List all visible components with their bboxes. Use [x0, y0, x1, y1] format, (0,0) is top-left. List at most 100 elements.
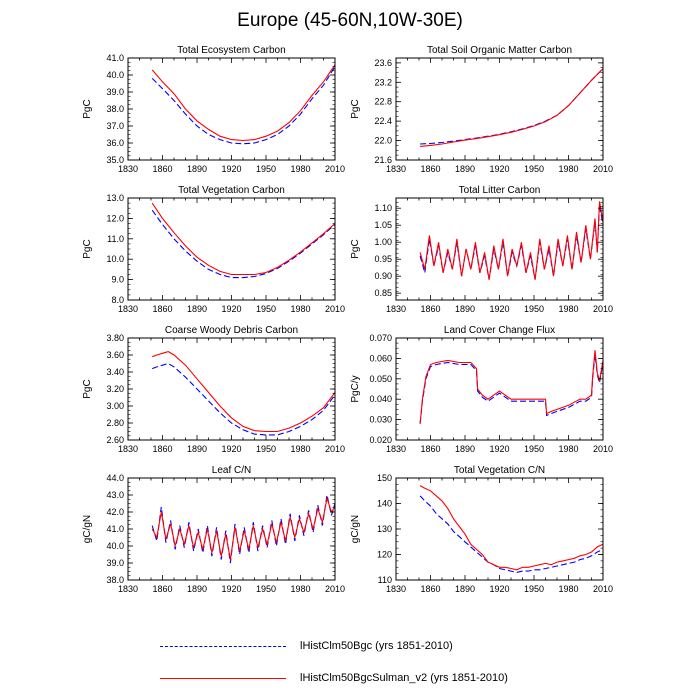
- y-tick-label: 40.0: [106, 70, 124, 80]
- chart-panel: Total Ecosystem Carbon 1830 1860 1890 1920 19…: [82, 45, 345, 174]
- y-tick-label: 41.0: [106, 524, 124, 534]
- x-tick-label: 1920: [221, 444, 241, 454]
- x-tick-label: 1830: [386, 584, 406, 594]
- x-tick-label: 1980: [290, 304, 310, 314]
- x-tick-label: 1830: [118, 444, 138, 454]
- plot-frame: [127, 477, 336, 581]
- legend-label: lHistClm50Bgc (yrs 1851-2010): [300, 640, 453, 652]
- y-tick-label: 38.0: [106, 575, 124, 585]
- x-tick-label: 1830: [118, 584, 138, 594]
- y-tick-label: 0.85: [374, 288, 392, 298]
- y-tick-label: 22.0: [374, 136, 392, 146]
- x-tick-label: 1890: [455, 164, 475, 174]
- plot-frame: [395, 477, 604, 581]
- y-tick-label: 41.0: [106, 53, 124, 63]
- x-tick-label: 1890: [455, 584, 475, 594]
- x-tick-label: 1950: [524, 584, 544, 594]
- y-tick-label: 3.20: [106, 384, 124, 394]
- y-tick-label: 2.60: [106, 435, 124, 445]
- series-line: [151, 66, 336, 145]
- x-tick-label: 1890: [187, 584, 207, 594]
- y-tick-label: 150: [377, 473, 392, 483]
- x-tick-label: 1860: [152, 584, 172, 594]
- y-tick-label: 0.030: [369, 415, 392, 425]
- series-line: [151, 64, 336, 142]
- y-axis-label: gC/gN: [350, 515, 361, 543]
- y-tick-label: 22.8: [374, 97, 392, 107]
- y-tick-label: 0.90: [374, 271, 392, 281]
- y-tick-label: 3.80: [106, 333, 124, 343]
- y-tick-label: 23.6: [374, 58, 392, 68]
- y-tick-label: 0.040: [369, 394, 392, 404]
- chart-panel: Total Soil Organic Matter Carbon 1830 1860…: [350, 45, 613, 174]
- y-tick-label: 40.0: [106, 541, 124, 551]
- y-tick-label: 11.0: [107, 234, 124, 244]
- x-tick-label: 1860: [420, 584, 440, 594]
- plot-frame: [395, 57, 604, 161]
- y-tick-label: 9.0: [111, 275, 124, 285]
- y-tick-label: 1.10: [374, 203, 392, 213]
- x-tick-label: 1950: [256, 164, 276, 174]
- y-tick-label: 140: [377, 499, 392, 509]
- y-tick-label: 43.0: [106, 490, 124, 500]
- x-tick-label: 1980: [558, 304, 578, 314]
- page-title: Europe (45-60N,10W-30E): [237, 10, 463, 31]
- y-tick-label: 0.020: [369, 435, 392, 445]
- y-tick-label: 2.80: [106, 418, 124, 428]
- series-line: [420, 68, 604, 147]
- x-tick-label: 1920: [489, 164, 509, 174]
- x-tick-label: 1890: [187, 444, 207, 454]
- x-tick-label: 1920: [489, 444, 509, 454]
- x-tick-label: 2010: [325, 304, 345, 314]
- chart-panel: Total Litter Carbon 1830 1860 1890 1920 1950 1…: [350, 185, 613, 314]
- y-axis-label: PgC: [350, 99, 361, 118]
- x-tick-label: 2010: [593, 304, 613, 314]
- y-tick-label: 1.05: [374, 220, 392, 230]
- x-tick-label: 1980: [290, 444, 310, 454]
- x-tick-label: 1980: [558, 584, 578, 594]
- x-tick-label: 1890: [455, 444, 475, 454]
- y-tick-label: 36.0: [106, 138, 124, 148]
- y-tick-label: 10.0: [106, 254, 124, 264]
- chart-panel: Leaf C/N 1830 1860 1890 1920 1950 1980 2010 38.0…: [82, 465, 345, 594]
- y-tick-label: 1.00: [374, 237, 392, 247]
- series-line: [152, 351, 336, 433]
- x-tick-label: 1860: [420, 304, 440, 314]
- chart-panel: Coarse Woody Debris Carbon 1830 1860 1890 19…: [82, 325, 345, 454]
- x-tick-label: 1830: [118, 164, 138, 174]
- chart-title: Total Vegetation Carbon: [178, 185, 285, 196]
- legend: lHistClm50Bgc (yrs 1851-2010) lHistClm50…: [160, 640, 580, 690]
- x-tick-label: 1950: [256, 584, 276, 594]
- y-tick-label: 44.0: [106, 473, 124, 483]
- y-tick-label: 0.95: [374, 254, 392, 264]
- x-tick-label: 1980: [558, 164, 578, 174]
- x-tick-label: 1980: [558, 444, 578, 454]
- x-tick-label: 1860: [420, 444, 440, 454]
- y-tick-label: 8.0: [111, 295, 124, 305]
- x-tick-label: 1860: [152, 444, 172, 454]
- x-tick-label: 1890: [187, 164, 207, 174]
- x-tick-label: 1950: [256, 304, 276, 314]
- x-tick-label: 1950: [524, 164, 544, 174]
- y-tick-label: 21.6: [374, 155, 392, 165]
- x-tick-label: 1860: [152, 164, 172, 174]
- x-tick-label: 2010: [325, 584, 345, 594]
- y-tick-label: 130: [377, 524, 392, 534]
- y-tick-label: 22.4: [374, 116, 392, 126]
- x-tick-label: 1830: [386, 304, 406, 314]
- series-line: [151, 496, 336, 560]
- x-tick-label: 1980: [290, 164, 310, 174]
- x-tick-label: 1860: [152, 304, 172, 314]
- x-tick-label: 1920: [489, 304, 509, 314]
- legend-swatch-dashed: [160, 646, 286, 647]
- y-axis-label: PgC: [82, 239, 93, 258]
- y-tick-label: 38.0: [106, 104, 124, 114]
- chart-title: Coarse Woody Debris Carbon: [165, 325, 298, 336]
- chart-title: Land Cover Change Flux: [444, 325, 555, 336]
- y-tick-label: 39.0: [106, 87, 124, 97]
- chart-title: Leaf C/N: [212, 465, 251, 476]
- chart-title: Total Soil Organic Matter Carbon: [427, 45, 572, 56]
- x-tick-label: 1950: [524, 444, 544, 454]
- series-line: [419, 495, 604, 573]
